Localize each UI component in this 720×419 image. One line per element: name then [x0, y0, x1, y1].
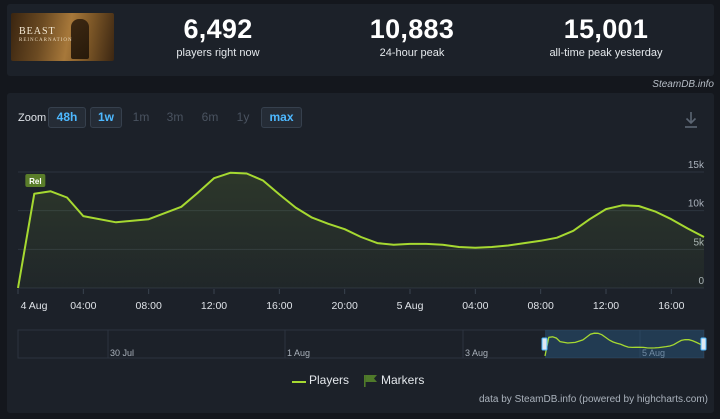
x-tick-label: 16:00: [658, 300, 684, 312]
y-tick-label: 10k: [688, 199, 705, 210]
zoom-1m-button[interactable]: 1m: [132, 110, 150, 124]
release-marker[interactable]: Rel: [25, 174, 46, 187]
stat-label: all-time peak yesterday: [549, 47, 663, 59]
credit-text[interactable]: data by SteamDB.info (powered by highcha…: [479, 394, 708, 405]
x-tick-label: 5 Aug: [397, 300, 424, 312]
steamdb-link[interactable]: SteamDB.info: [652, 79, 714, 90]
game-thumb-subtitle: REINCARNATION: [19, 38, 73, 43]
x-axis-ticks: 4 Aug 04:00 08:00 12:00 16:00 20:00 5 Aug 04:00…: [17, 289, 685, 312]
x-tick-label: 08:00: [136, 300, 162, 312]
navigator-label: 3 Aug: [465, 348, 488, 358]
x-tick-label: 12:00: [593, 300, 619, 312]
zoom-label: Zoom: [18, 112, 47, 124]
zoom-6m-button[interactable]: 6m: [201, 110, 219, 124]
stat-value: 15,001: [563, 14, 649, 44]
stat-24h-peak: 10,883 24-hour peak: [342, 14, 482, 61]
x-tick-label: 08:00: [528, 300, 554, 312]
marker-badge: [25, 174, 46, 187]
zoom-max-button[interactable]: max: [261, 107, 302, 128]
flag-icon: [364, 375, 377, 387]
x-tick-label: 12:00: [201, 300, 227, 312]
y-tick-label: 15k: [688, 160, 705, 171]
marker-label: Rel: [29, 177, 41, 186]
players-series-line[interactable]: [17, 171, 705, 289]
markers-series[interactable]: Rel: [25, 174, 46, 187]
navigator-label: 5 Aug: [642, 348, 665, 358]
navigator-labels: 30 Jul 1 Aug 3 Aug 5 Aug: [107, 330, 665, 358]
stat-value: 6,492: [183, 14, 253, 44]
legend-players[interactable]: Players: [309, 373, 350, 387]
stat-all-time-peak: 15,001 all-time peak yesterday: [531, 14, 681, 61]
navigator-right-handle[interactable]: [700, 337, 707, 351]
x-tick-label: 4 Aug: [21, 300, 48, 312]
navigator-label: 30 Jul: [110, 348, 134, 358]
zoom-1y-button[interactable]: 1y: [236, 110, 250, 124]
game-art-figure: [71, 19, 89, 59]
x-tick-label: 04:00: [70, 300, 96, 312]
stats-bar: [7, 4, 714, 76]
navigator[interactable]: 30 Jul 1 Aug 3 Aug 5 Aug: [17, 329, 707, 359]
players-series-area: [18, 172, 704, 288]
x-tick-label: 04:00: [462, 300, 488, 312]
stat-value: 10,883: [369, 14, 455, 44]
navigator-label: 1 Aug: [287, 348, 310, 358]
x-tick-label: 20:00: [332, 300, 358, 312]
x-tick-label: 16:00: [266, 300, 292, 312]
navigator-selection[interactable]: [545, 330, 704, 358]
game-thumbnail[interactable]: BEAST REINCARNATION: [11, 13, 114, 61]
game-thumb-title: BEAST: [19, 26, 56, 37]
download-icon[interactable]: [683, 110, 699, 130]
stat-label: players right now: [176, 47, 260, 59]
zoom-3m-button[interactable]: 3m: [166, 110, 184, 124]
zoom-1w-button[interactable]: 1w: [90, 107, 122, 128]
navigator-series-line: [544, 332, 705, 357]
stat-players-now: 6,492 players right now: [148, 14, 288, 61]
zoom-48h-button[interactable]: 48h: [48, 107, 86, 128]
stat-label: 24-hour peak: [379, 47, 445, 59]
legend-players-swatch: [292, 381, 306, 383]
navigator-left-handle[interactable]: [541, 337, 548, 351]
legend-markers[interactable]: Markers: [381, 373, 425, 387]
